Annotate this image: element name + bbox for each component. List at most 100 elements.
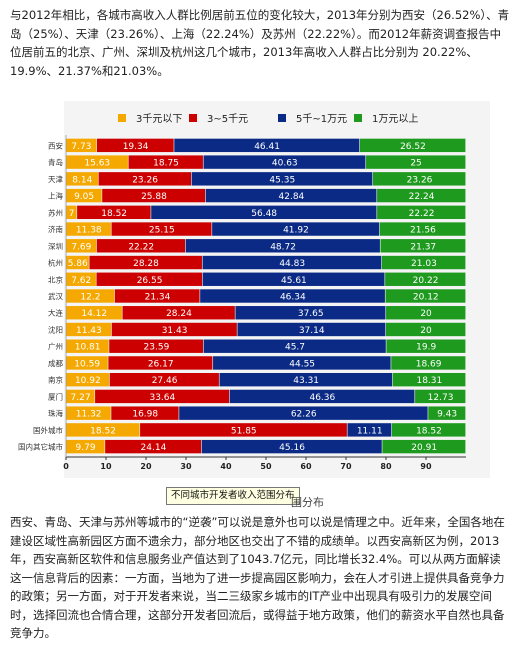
category-label: 沈阳 [48, 324, 63, 334]
bar-value-label: 51.85 [231, 426, 257, 436]
bar-segment [122, 306, 235, 320]
category-label: 珠海 [48, 408, 63, 418]
bar-value-label: 37.65 [298, 309, 324, 319]
bar-segment [392, 372, 466, 387]
bar-value-label: 25.88 [141, 192, 167, 202]
bar-segment [66, 138, 97, 153]
category-label: 苏州 [48, 207, 63, 217]
bar-segment [105, 439, 202, 454]
category-label: 上海 [48, 191, 63, 201]
bar-segment [66, 439, 105, 454]
bar-value-label: 7.27 [71, 393, 91, 403]
bar-segment [66, 423, 140, 437]
bar-value-label: 18.31 [416, 376, 442, 386]
bar-value-label: 40.63 [272, 159, 298, 169]
bar-segment [219, 372, 393, 387]
bar-segment [66, 372, 110, 387]
bar-value-label: 5.86 [68, 259, 88, 269]
bar-value-label: 8.14 [72, 175, 92, 185]
bar-segment [200, 289, 385, 303]
bar-segment [109, 372, 219, 387]
bar-value-label: 9.43 [437, 410, 457, 420]
bar-value-label: 26.52 [400, 142, 426, 152]
bar-segment [386, 339, 466, 353]
bar-value-label: 20.12 [413, 293, 439, 303]
bar-value-label: 7 [69, 209, 75, 219]
bar-segment [111, 322, 237, 337]
bar-value-label: 10.81 [75, 343, 101, 353]
legend-label-3: 1万元以上 [372, 113, 418, 125]
bar-value-label: 14.12 [81, 309, 107, 319]
bar-value-label: 11.43 [76, 326, 102, 336]
bar-value-label: 28.28 [133, 259, 159, 269]
bar-value-label: 19.9 [416, 343, 436, 353]
bar-value-label: 22.22 [409, 209, 435, 219]
x-tick-label: 20 [140, 462, 152, 471]
legend-label-1: 3~5千元 [207, 113, 248, 125]
bar-segment [96, 272, 203, 286]
bar-segment [373, 172, 466, 186]
chart-category-labels: 西安青岛天津上海苏州济南深圳杭州北京武汉大连沈阳广州成都南京厦门珠海国外城市国内… [18, 140, 63, 451]
legend-swatch-1 [189, 114, 197, 122]
bar-segment [66, 272, 96, 286]
bar-value-label: 9.05 [74, 192, 94, 202]
bar-segment [202, 255, 382, 270]
bar-segment [108, 356, 213, 370]
bar-segment [66, 205, 77, 220]
bar-segment [203, 339, 386, 353]
bar-segment [212, 222, 380, 236]
bar-value-label: 12.2 [80, 293, 100, 303]
category-label: 国外城市 [33, 425, 63, 435]
bar-segment [347, 423, 392, 437]
bar-segment [202, 272, 385, 286]
x-tick-label: 40 [220, 462, 232, 471]
bar-value-label: 27.46 [152, 376, 178, 386]
bar-value-label: 21.37 [410, 242, 436, 252]
category-label: 深圳 [48, 241, 63, 251]
category-label: 北京 [48, 274, 63, 284]
bar-segment [66, 406, 111, 420]
bar-segment [185, 239, 380, 253]
bar-segment [66, 322, 112, 337]
bar-segment [237, 322, 386, 337]
bar-value-label: 44.55 [289, 359, 315, 369]
bar-segment [66, 356, 108, 370]
bar-value-label: 28.24 [166, 309, 192, 319]
bar-value-label: 21.34 [145, 293, 171, 303]
x-tick-label: 80 [380, 462, 392, 471]
bar-value-label: 44.83 [279, 259, 305, 269]
category-label: 国内其它城市 [18, 442, 63, 452]
bar-value-label: 19.34 [123, 142, 149, 152]
chart-x-axis: 0 10 20 30 40 50 60 70 80 90 [63, 135, 466, 471]
bar-segment [359, 138, 466, 153]
x-tick-label: 60 [300, 462, 312, 471]
bar-value-label: 9.79 [76, 443, 96, 453]
bar-value-label: 21.56 [410, 226, 436, 236]
chart-caption-tail: 围分布 [291, 496, 324, 509]
bar-value-label: 20.22 [413, 276, 439, 286]
bar-segment [109, 339, 203, 353]
bar-segment [391, 356, 466, 370]
x-tick-label: 90 [420, 462, 432, 471]
bar-segment [366, 155, 466, 169]
bar-segment [385, 289, 466, 303]
bar-segment [111, 406, 179, 420]
bar-segment [201, 439, 382, 454]
bar-segment [377, 205, 466, 220]
intro-paragraph: 与2012年相比，各城市高收入人群比例居前五位的变化较大，2013年分别为西安（… [10, 8, 510, 78]
legend-label-2: 5千~1万元 [296, 113, 347, 125]
bar-value-label: 46.41 [254, 142, 280, 152]
bar-value-label: 20 [420, 309, 432, 319]
bar-segment [89, 255, 202, 270]
bar-value-label: 45.7 [285, 343, 305, 353]
bar-value-label: 26.17 [148, 359, 174, 369]
bar-value-label: 10.92 [75, 376, 101, 386]
bar-segment [179, 406, 428, 420]
bar-segment [66, 239, 97, 253]
bar-value-label: 45.16 [279, 443, 305, 453]
bar-value-label: 24.14 [141, 443, 167, 453]
category-label: 成都 [48, 358, 63, 368]
bar-value-label: 20.91 [411, 443, 437, 453]
bar-segment [191, 172, 373, 186]
bar-value-label: 15.63 [84, 159, 110, 169]
